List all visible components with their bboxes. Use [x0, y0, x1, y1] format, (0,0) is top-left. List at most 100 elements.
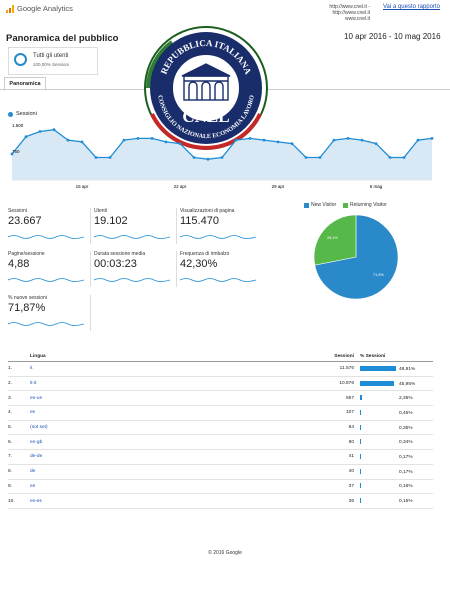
data-point [108, 156, 112, 159]
row-pct: 0,17% [399, 454, 413, 460]
report-link[interactable]: Vai a questo rapporto [383, 4, 440, 10]
visitor-pie-chart: 71,9% 28,1% [313, 214, 399, 300]
row-language[interactable]: de [30, 464, 268, 480]
data-point [388, 156, 392, 159]
row-pct-bar [360, 410, 361, 416]
data-point [430, 137, 434, 140]
metric-sparkline [7, 235, 85, 239]
row-language[interactable]: en [30, 479, 268, 495]
data-point [402, 156, 406, 159]
row-pct-bar [360, 439, 361, 445]
metric-label: Sessioni [8, 208, 27, 214]
data-point [80, 140, 84, 144]
page-title: Panoramica del pubblico [6, 33, 119, 44]
data-point [248, 137, 252, 140]
segment-name: Tutti gli utenti [33, 53, 69, 59]
row-rank: 4. [8, 405, 30, 421]
legend-new-visitor: New Visitor [304, 202, 336, 208]
data-point [178, 142, 182, 145]
row-pct-bar [360, 468, 361, 474]
y-tick-label: 1.500 [12, 123, 24, 128]
metric-card: Sessioni 23.667 [7, 208, 88, 248]
row-sessions: 40 [268, 464, 360, 480]
data-point [136, 137, 140, 140]
row-language[interactable]: es-es [30, 493, 268, 509]
row-rank: 5. [8, 420, 30, 436]
table-row: 7. de-de 41 0,17% [8, 449, 433, 465]
pie-slice-new [314, 214, 399, 300]
data-point [164, 140, 168, 144]
data-point [38, 130, 42, 133]
x-tick-label: 22 apr [174, 184, 187, 189]
date-range[interactable]: 10 apr 2016 - 10 mag 2016 [344, 32, 441, 41]
row-pct-bar [360, 380, 394, 386]
data-point [24, 135, 28, 139]
row-sessions: 41 [268, 449, 360, 465]
row-language[interactable]: en-us [30, 390, 268, 407]
data-point [66, 138, 70, 142]
row-pct-bar [360, 395, 362, 401]
series-area [12, 129, 432, 180]
row-pct-bar [360, 365, 396, 371]
metric-card: Pagine/sessione 4,88 [7, 251, 88, 291]
data-point [150, 137, 154, 140]
row-rank: 1. [8, 361, 30, 377]
metric-separator [176, 251, 177, 287]
data-point [122, 138, 126, 142]
row-language[interactable]: (not set) [30, 420, 268, 436]
metric-card: Durata sessione media 00:03:23 [93, 251, 174, 291]
metric-value: 23.667 [8, 215, 42, 227]
table-row: 5. (not set) 84 0,35% [8, 420, 433, 436]
table-row: 2. it-it 10.876 45,95% [8, 376, 433, 392]
pie-label-new: 71,9% [373, 273, 384, 277]
metric-separator [176, 208, 177, 244]
data-point [416, 138, 420, 142]
tab-panoramica[interactable]: Panoramica [4, 77, 46, 91]
metric-card: Visualizzazioni di pagina 115.470 [179, 208, 260, 248]
segment-sub: 100,00% Sessioni [33, 62, 70, 67]
logo-text: Google Analytics [17, 4, 73, 13]
row-pct: 0,17% [399, 469, 413, 475]
row-pct: 0,16% [399, 484, 413, 490]
row-sessions: 84 [268, 420, 360, 436]
row-sessions: 10.876 [268, 376, 360, 392]
segment-circle-icon [14, 53, 27, 66]
metric-label: Durata sessione media [94, 251, 146, 257]
row-language[interactable]: de-de [30, 449, 268, 465]
row-pct: 0,35% [399, 425, 413, 431]
row-sessions: 557 [268, 390, 360, 407]
row-pct: 0,15% [399, 498, 413, 504]
x-tick-label: 29 apr [272, 184, 285, 189]
table-row: 4. es 107 0,45% [8, 405, 433, 421]
metric-card: Utenti 19.102 [93, 208, 174, 248]
metric-card: % nuove sessioni 71,87% [7, 295, 88, 335]
row-pct: 2,35% [399, 396, 413, 402]
data-point [360, 138, 364, 142]
row-rank: 10. [8, 493, 30, 509]
col-pct-sessioni: % Sessioni [360, 351, 433, 362]
data-point [52, 128, 56, 132]
data-point [276, 140, 280, 144]
metric-value: 71,87% [8, 302, 46, 314]
row-language[interactable]: it-it [30, 376, 268, 392]
row-pct: 0,34% [399, 440, 413, 446]
row-rank: 6. [8, 434, 30, 451]
row-rank: 7. [8, 449, 30, 465]
metric-card: Frequenza di rimbalzo 42,30% [179, 251, 260, 291]
metric-sparkline [93, 278, 171, 282]
row-language[interactable]: es [30, 405, 268, 421]
row-language[interactable]: it [30, 361, 268, 377]
metric-sparkline [7, 278, 85, 282]
metric-value: 42,30% [180, 258, 218, 270]
legend-returning-visitor: Returning Visitor [343, 202, 387, 208]
sessions-line-chart: 1.500 750 15 apr 22 apr 29 apr 6 mag [10, 123, 434, 189]
chart-legend: Sessioni [8, 111, 37, 117]
x-tick-label: 6 mag [370, 184, 383, 189]
data-point [220, 156, 224, 159]
metric-value: 19.102 [94, 215, 128, 227]
report-url: http://www.cnel.it - http://www.cnel.it … [329, 4, 370, 22]
metric-separator [90, 208, 91, 244]
metric-label: % nuove sessioni [8, 295, 47, 301]
segment-card[interactable]: Tutti gli utenti 100,00% Sessioni [8, 47, 98, 75]
row-language[interactable]: en-gb [30, 434, 268, 451]
